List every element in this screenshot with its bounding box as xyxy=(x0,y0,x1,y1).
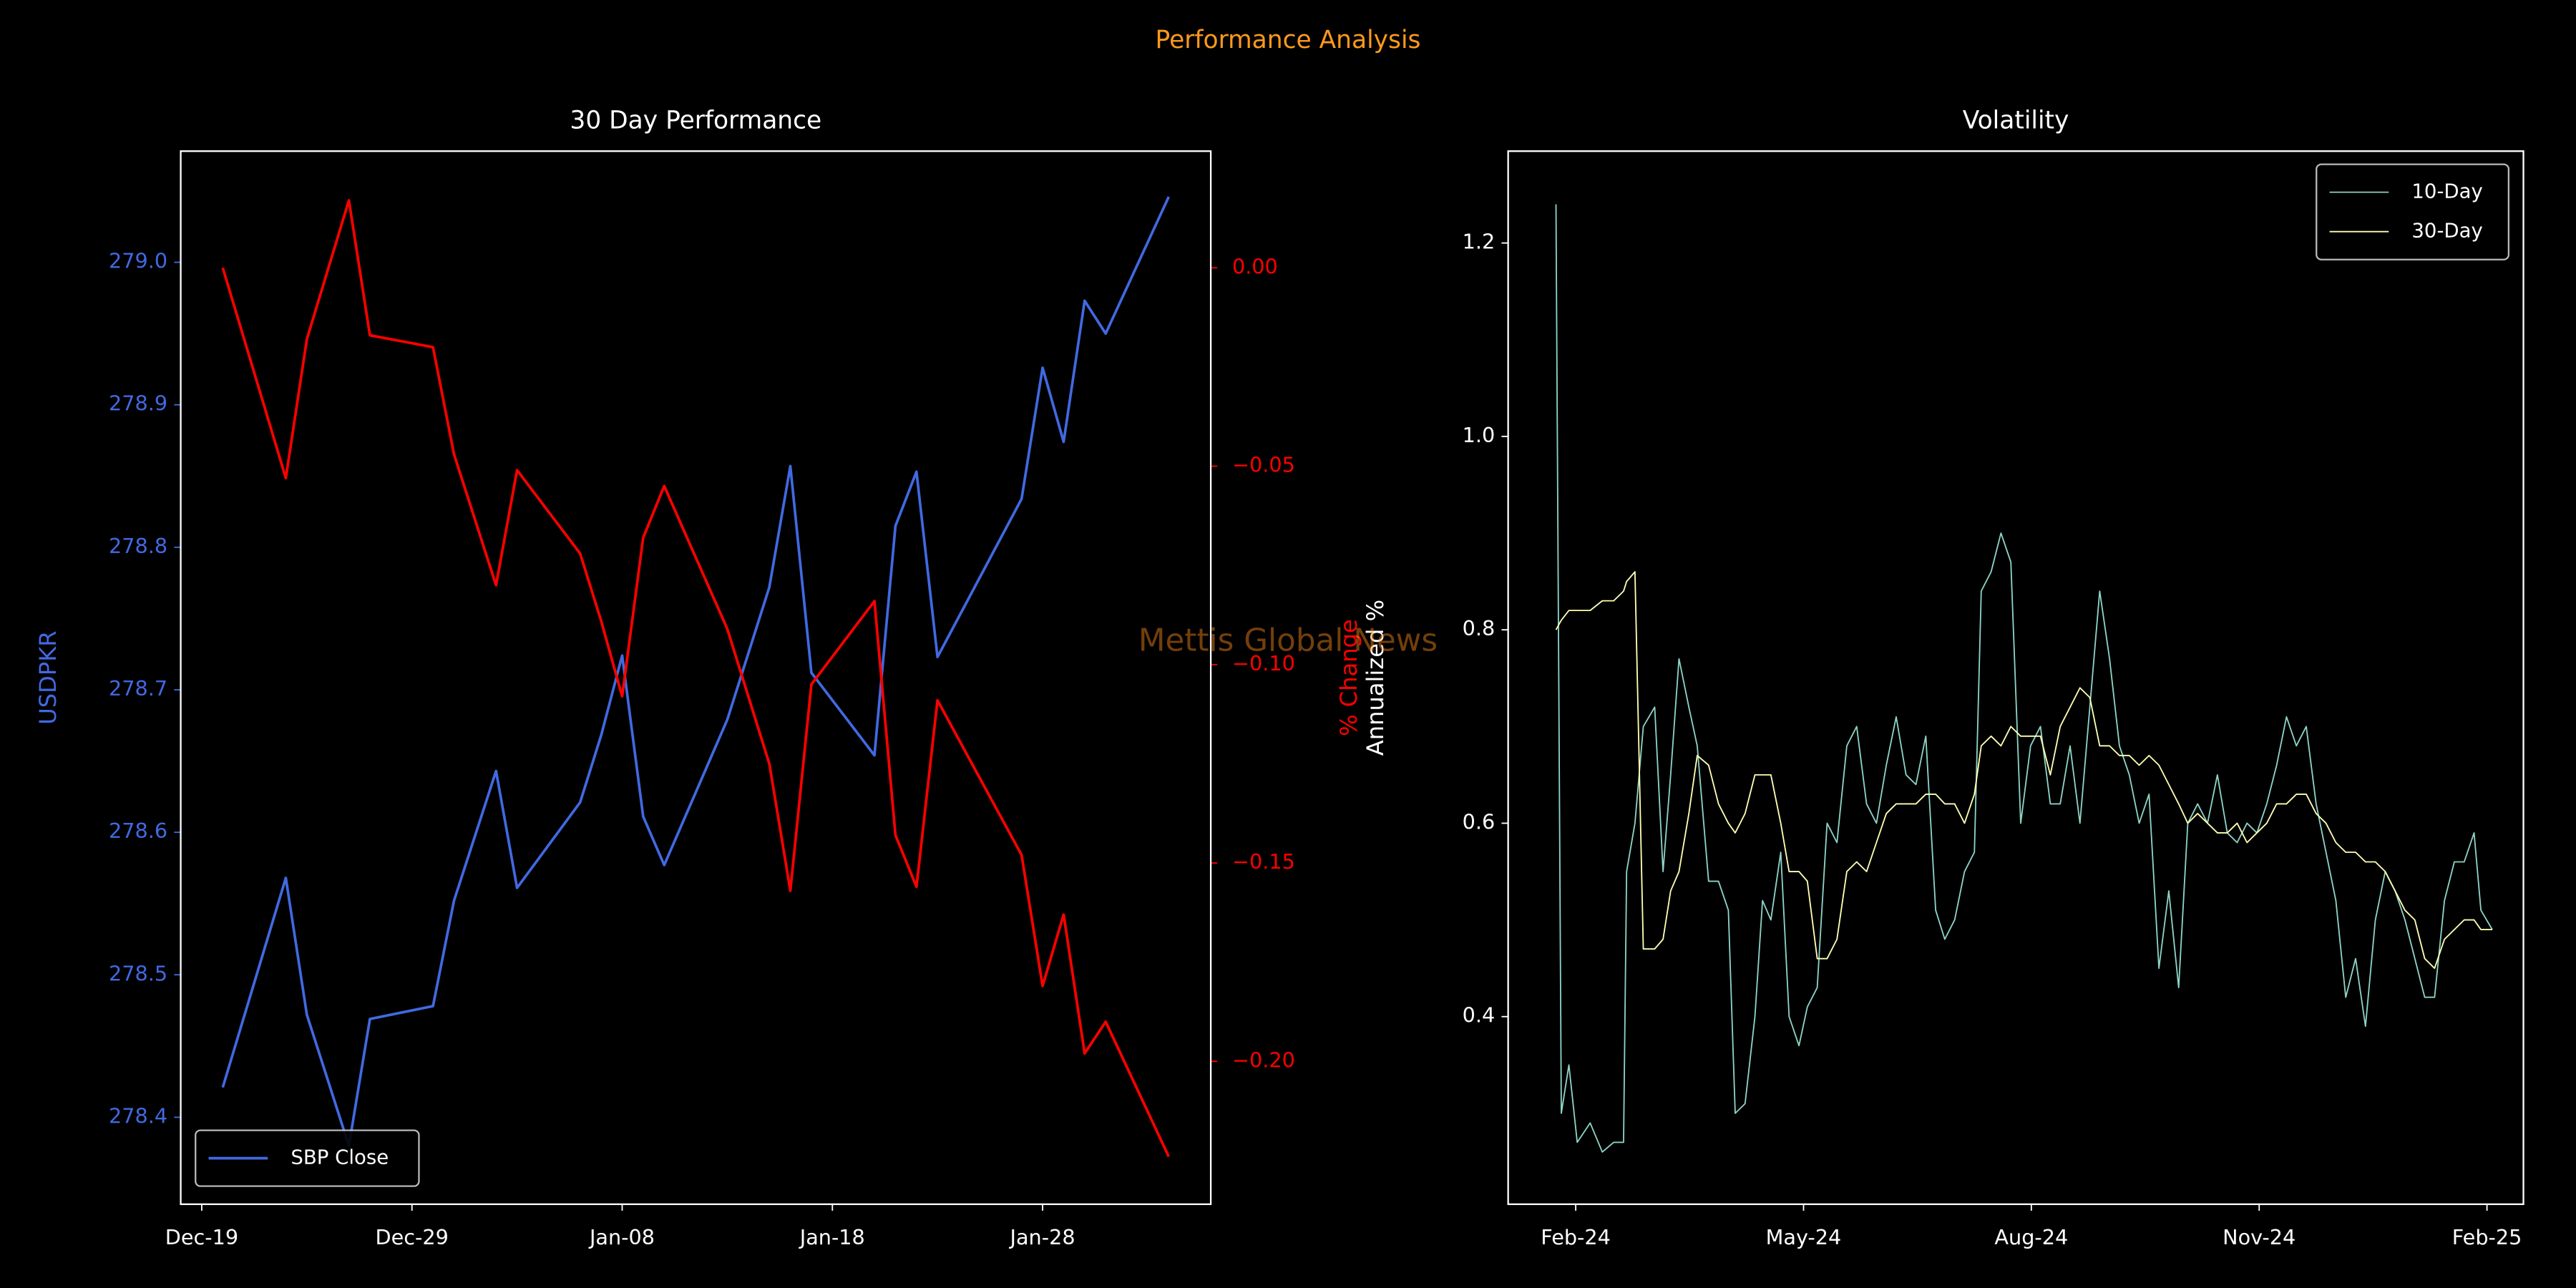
y-tick-label: 1.0 xyxy=(1463,423,1496,447)
y-tick-label: 1.2 xyxy=(1463,230,1496,254)
legend-label: 30-Day xyxy=(2411,220,2482,243)
y2-tick-label: −0.10 xyxy=(1232,651,1295,675)
y2-tick-label: −0.15 xyxy=(1232,849,1295,874)
y-tick-label: 279.0 xyxy=(109,249,167,273)
legend-box xyxy=(2316,163,2510,260)
series-line xyxy=(221,199,1171,1158)
watermark: Mettis Global News xyxy=(1138,623,1438,659)
y-tick-label: 278.7 xyxy=(109,676,167,701)
chart-title: Volatility xyxy=(1963,106,2069,135)
y2-axis-label: % Change xyxy=(1335,619,1362,736)
legend-label: SBP Close xyxy=(291,1146,389,1169)
y-tick-label: 0.4 xyxy=(1463,1003,1496,1028)
series-line xyxy=(221,196,1171,1148)
x-tick-label: Feb-25 xyxy=(2452,1225,2522,1249)
x-tick-label: Dec-29 xyxy=(376,1225,449,1249)
x-tick-label: Jan-18 xyxy=(799,1225,865,1249)
y-tick-label: 278.9 xyxy=(109,391,167,416)
y2-tick-label: −0.05 xyxy=(1232,453,1295,477)
legend-label: 10-Day xyxy=(2411,180,2482,203)
y-tick-label: 278.4 xyxy=(109,1103,167,1128)
x-tick-label: Jan-08 xyxy=(588,1225,655,1249)
x-tick-label: Feb-24 xyxy=(1541,1225,1611,1249)
series-line xyxy=(1555,204,2493,1153)
x-tick-label: Jan-28 xyxy=(1009,1225,1075,1249)
series-line xyxy=(1555,571,2493,970)
y-tick-label: 278.5 xyxy=(109,961,167,985)
y-tick-label: 278.8 xyxy=(109,534,167,558)
y-tick-label: 0.6 xyxy=(1463,809,1496,834)
y-tick-label: 0.8 xyxy=(1463,616,1496,640)
x-tick-label: May-24 xyxy=(1766,1225,1842,1249)
chart-title: 30 Day Performance xyxy=(570,106,821,135)
y-axis-label: Annualized % xyxy=(1362,600,1389,756)
x-tick-label: Nov-24 xyxy=(2223,1225,2296,1249)
y2-tick-label: 0.00 xyxy=(1232,254,1278,278)
y-axis-label: USDPKR xyxy=(34,630,62,724)
plot-frame xyxy=(1507,150,2524,1206)
figure-title: Performance Analysis xyxy=(1156,26,1421,54)
y-tick-label: 278.6 xyxy=(109,819,167,843)
x-tick-label: Aug-24 xyxy=(1994,1225,2068,1249)
plot-frame xyxy=(180,150,1212,1206)
x-tick-label: Dec-19 xyxy=(165,1225,238,1249)
legend-box xyxy=(195,1129,420,1187)
y2-tick-label: −0.20 xyxy=(1232,1048,1295,1072)
